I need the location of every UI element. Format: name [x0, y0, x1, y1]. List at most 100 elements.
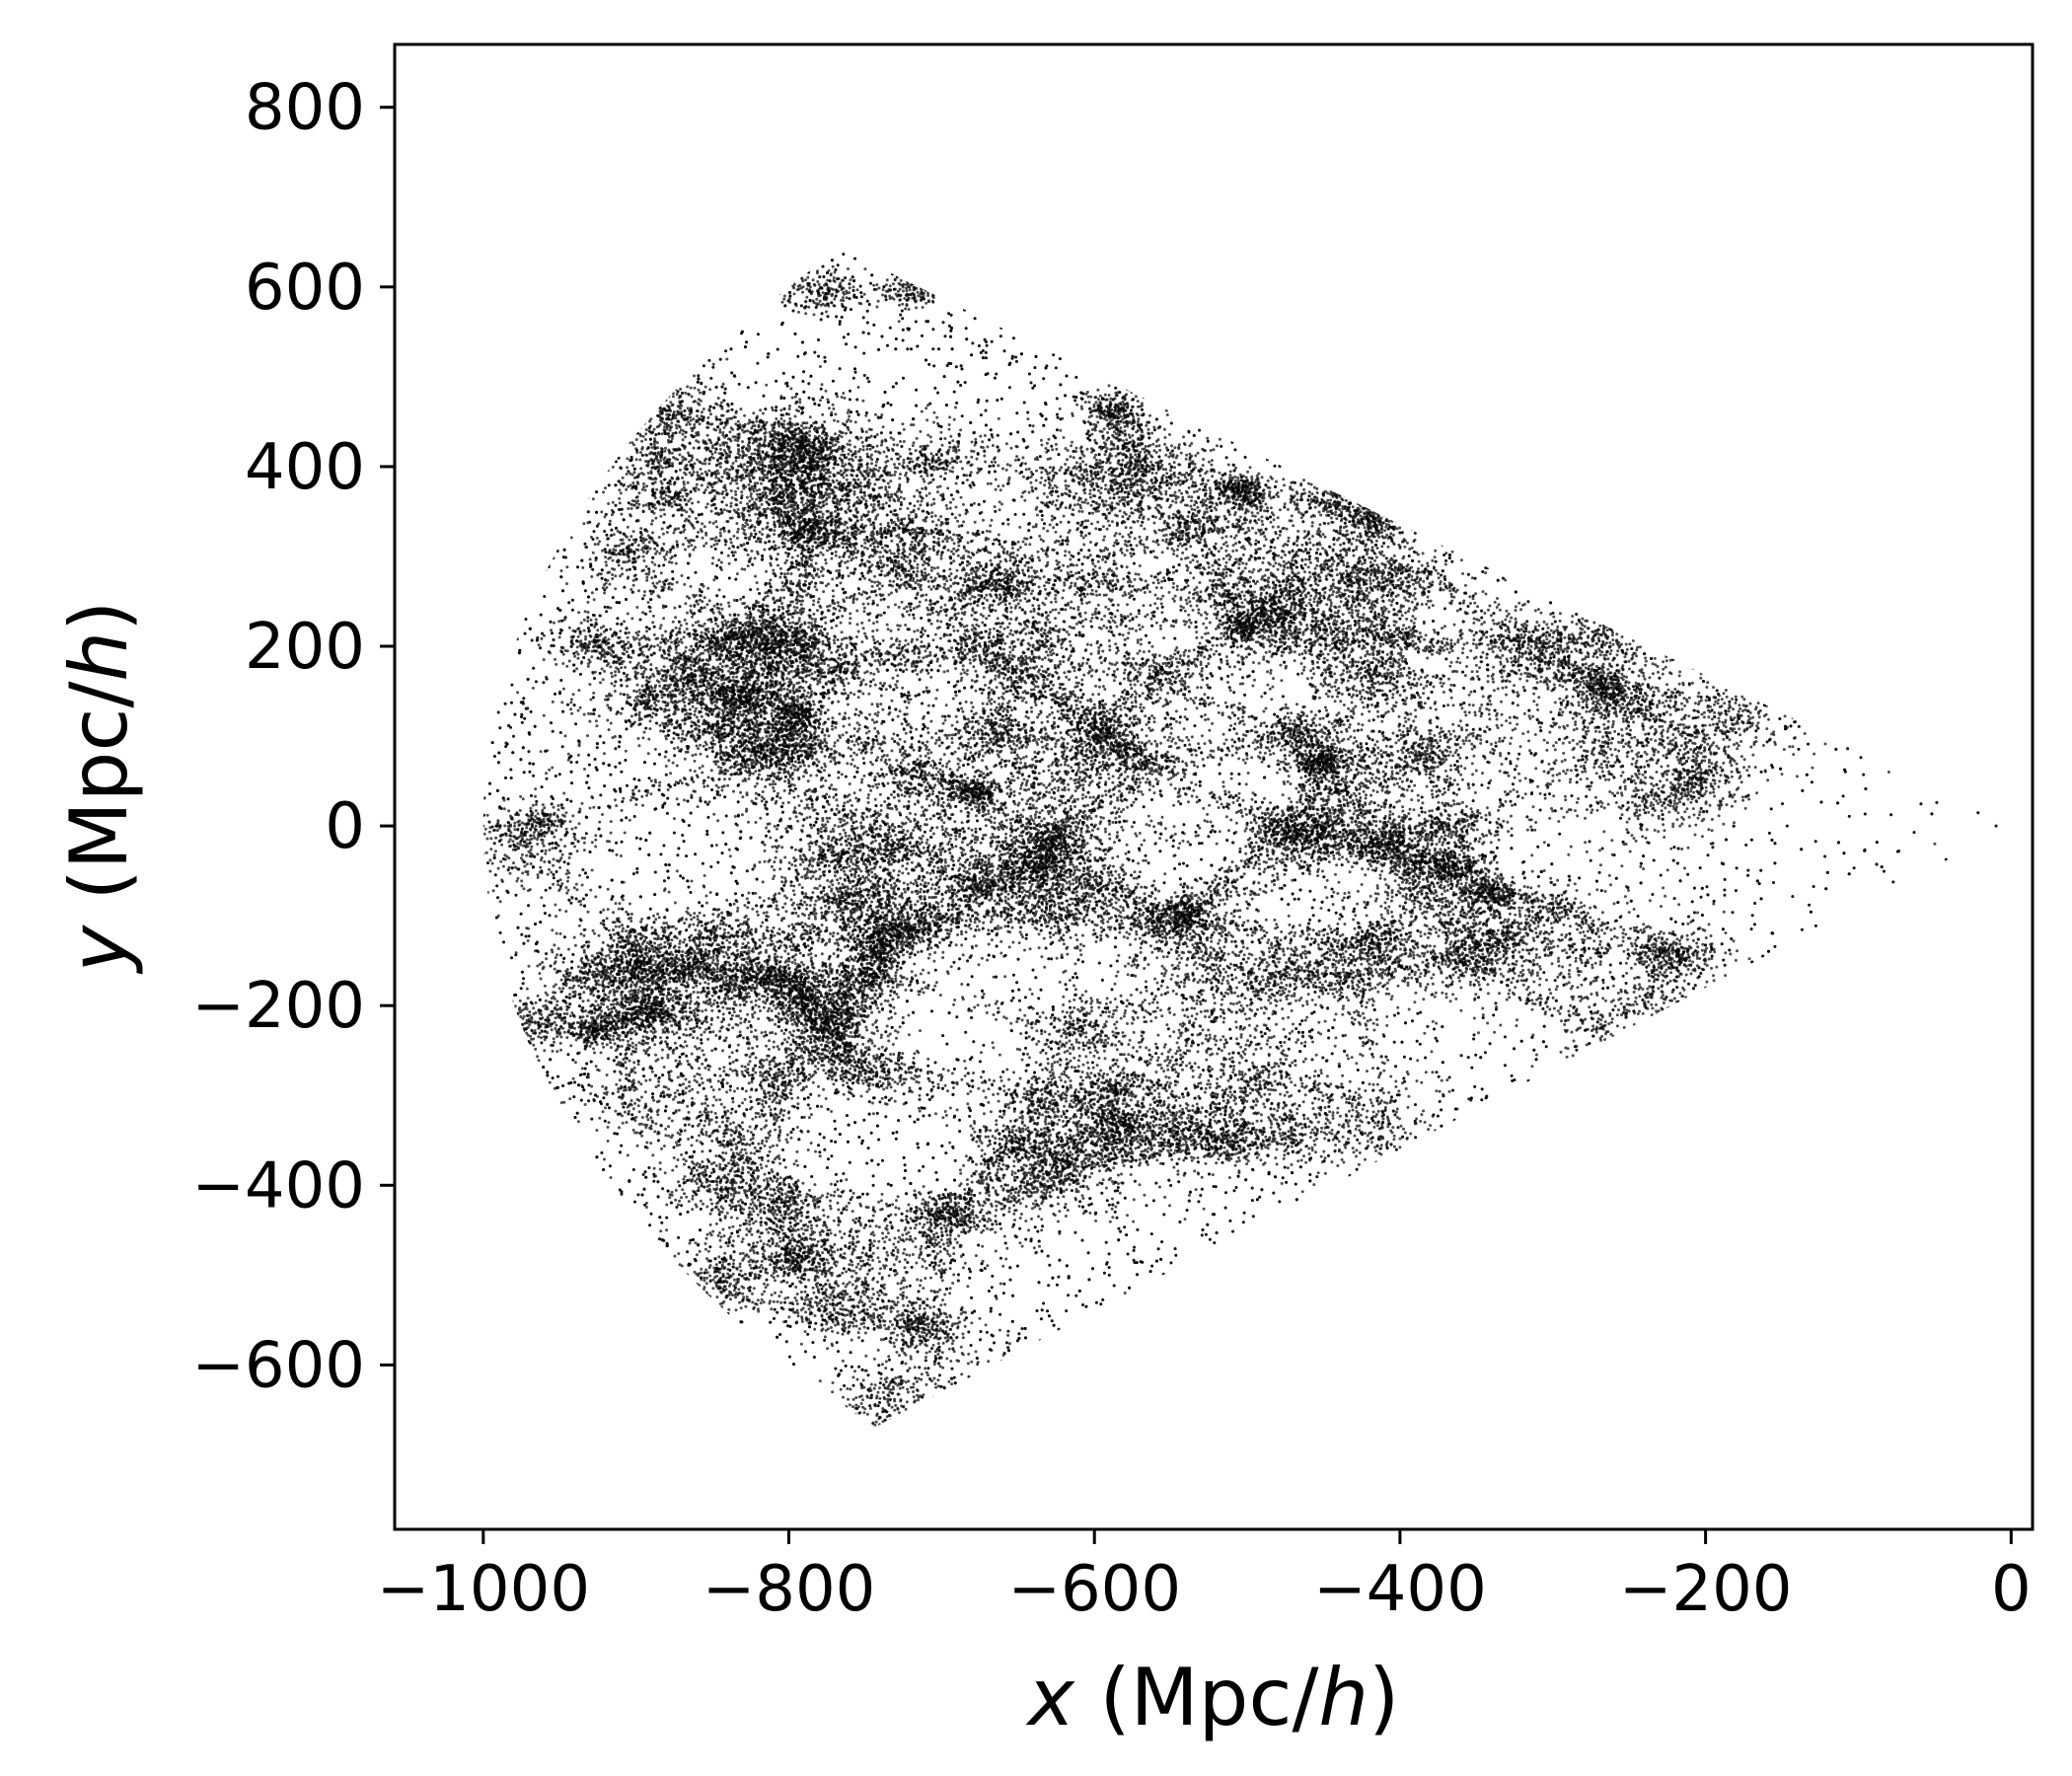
scatter-point: [558, 635, 561, 638]
scatter-point: [974, 730, 977, 733]
scatter-point: [1064, 970, 1067, 973]
scatter-point: [969, 658, 972, 661]
scatter-point: [976, 925, 979, 927]
scatter-point: [1171, 964, 1174, 967]
scatter-point: [525, 826, 528, 829]
scatter-point: [1033, 915, 1036, 918]
scatter-point: [1341, 1158, 1344, 1161]
scatter-point: [1045, 925, 1048, 928]
scatter-point: [807, 779, 810, 782]
scatter-point: [951, 733, 954, 736]
scatter-point: [1001, 684, 1004, 687]
scatter-point: [1045, 650, 1048, 653]
scatter-point: [889, 835, 892, 838]
scatter-point: [1382, 1118, 1385, 1121]
scatter-point: [1052, 911, 1055, 914]
scatter-point: [1123, 935, 1126, 938]
scatter-point: [1073, 946, 1076, 949]
scatter-point: [1022, 697, 1025, 700]
scatter-point: [850, 755, 852, 758]
scatter-point: [598, 821, 601, 824]
scatter-point: [1030, 706, 1033, 709]
scatter-point: [1342, 1136, 1345, 1139]
scatter-point: [847, 800, 850, 803]
scatter-point: [823, 769, 826, 772]
scatter-point: [493, 853, 496, 856]
scatter-point: [984, 813, 987, 816]
scatter-point: [964, 925, 967, 927]
scatter-point: [1270, 1123, 1273, 1126]
scatter-point: [853, 765, 856, 768]
scatter-point: [503, 807, 506, 810]
scatter-point: [1027, 920, 1030, 923]
scatter-point: [1091, 669, 1094, 672]
scatter-point: [858, 748, 861, 751]
scatter-point: [1061, 956, 1064, 959]
scatter-point: [830, 748, 833, 751]
scatter-point: [543, 1049, 546, 1052]
scatter-point: [1075, 918, 1078, 921]
scatter-point: [1052, 684, 1055, 687]
scatter-point: [1047, 765, 1050, 768]
scatter-point: [762, 412, 765, 415]
scatter-point: [500, 844, 503, 847]
scatter-point: [822, 513, 825, 516]
scatter-point: [959, 661, 962, 664]
scatter-point: [904, 740, 907, 743]
scatter-point: [1069, 979, 1072, 982]
scatter-point: [1065, 947, 1068, 950]
scatter-point: [1102, 685, 1105, 688]
scatter-point: [1057, 925, 1060, 927]
scatter-point: [974, 921, 977, 924]
scatter-point: [1062, 933, 1065, 936]
scatter-point: [1049, 935, 1052, 938]
scatter-point: [938, 941, 941, 944]
scatter-point: [485, 851, 488, 854]
scatter-point: [1353, 1150, 1356, 1153]
scatter-point: [1094, 911, 1097, 914]
scatter-point: [965, 920, 968, 923]
scatter-point: [1052, 699, 1055, 702]
scatter-point: [1010, 921, 1013, 924]
scatter-point: [992, 833, 995, 836]
scatter-point: [1311, 1148, 1314, 1151]
scatter-point: [1038, 932, 1041, 935]
scatter-point: [1377, 1139, 1380, 1142]
scatter-point: [1009, 651, 1012, 654]
scatter-point: [1551, 779, 1554, 782]
scatter-point: [507, 809, 510, 812]
scatter-point: [1041, 658, 1044, 661]
scatter-point: [1102, 922, 1105, 925]
scatter-point: [1118, 931, 1121, 934]
scatter-point: [1155, 940, 1158, 943]
scatter-point: [1029, 667, 1032, 670]
scatter-point: [1071, 923, 1073, 925]
scatter-point: [1344, 1147, 1347, 1149]
scatter-point: [817, 738, 820, 741]
scatter-point: [991, 918, 994, 921]
scatter-point: [911, 743, 914, 746]
scatter-point: [1026, 912, 1029, 915]
scatter-point: [989, 665, 992, 668]
scatter-point: [771, 443, 774, 446]
scatter-point: [874, 684, 877, 687]
scatter-point: [1004, 806, 1007, 809]
scatter-point: [1022, 914, 1025, 917]
scatter-point: [832, 796, 835, 799]
scatter-point: [594, 834, 597, 837]
scatter-point: [834, 412, 837, 415]
scatter-point: [981, 692, 984, 695]
scatter-point: [1024, 690, 1027, 693]
scatter-point: [1020, 919, 1023, 922]
scatter-point: [828, 697, 831, 700]
scatter-point: [591, 841, 594, 844]
scatter-point: [1054, 917, 1057, 920]
scatter-point: [509, 872, 512, 875]
scatter-point: [1065, 917, 1068, 920]
scatter-point: [1087, 904, 1090, 907]
scatter-point: [891, 737, 894, 740]
scatter-point: [1091, 921, 1094, 924]
scatter-point: [984, 684, 987, 687]
scatter-point: [928, 651, 931, 654]
scatter-point: [974, 658, 977, 661]
